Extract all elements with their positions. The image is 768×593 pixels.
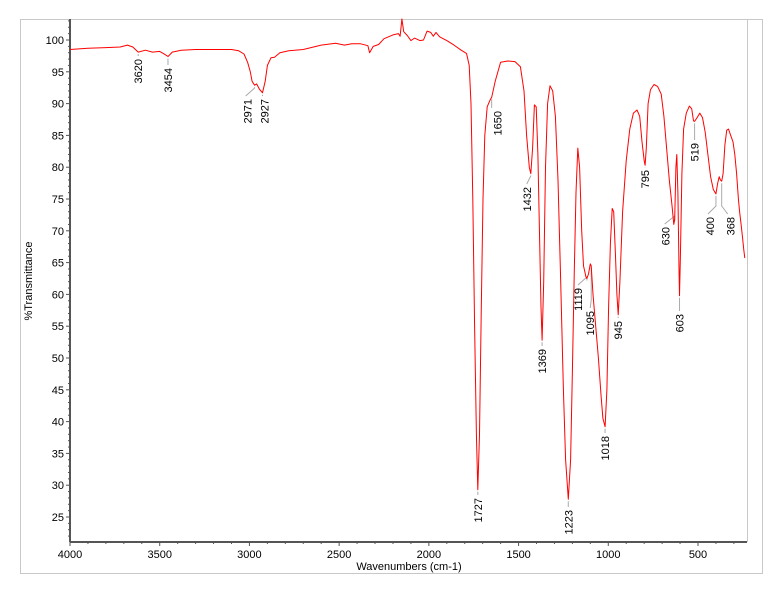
peak-leader-line — [245, 87, 256, 97]
y-tick-label: 70 — [52, 226, 64, 238]
y-tick-label: 55 — [52, 321, 64, 333]
y-tick-label: 45 — [52, 385, 64, 397]
peak-label: 603 — [675, 314, 687, 332]
spectrum-line — [69, 18, 746, 500]
y-tick-label: 30 — [52, 480, 64, 492]
x-tick-label: 1000 — [596, 549, 620, 561]
y-axis-title: %Transmittance — [23, 241, 35, 320]
peak-leader-line — [721, 183, 729, 215]
peak-label: 2927 — [260, 99, 272, 123]
peak-label: 1223 — [563, 510, 575, 534]
x-tick-label: 2500 — [327, 549, 351, 561]
y-tick-label: 95 — [52, 67, 64, 79]
x-tick-label: 500 — [689, 549, 707, 561]
peak-labels: 3620 3454 2971 2927 1650 1432 1369 1727 1223 1119… — [133, 59, 738, 534]
peak-leader-line — [707, 195, 717, 215]
y-tick-label: 75 — [52, 194, 64, 206]
x-tick-label: 2000 — [417, 549, 441, 561]
x-tick-label: 3500 — [147, 549, 171, 561]
y-tick-label: 100 — [46, 35, 64, 47]
peak-label: 519 — [690, 143, 702, 161]
outer-frame — [20, 19, 763, 574]
y-tick-label: 35 — [52, 448, 64, 460]
x-tick-label: 4000 — [58, 549, 82, 561]
y-tick-label: 65 — [52, 258, 64, 270]
y-tick-label: 50 — [52, 353, 64, 365]
x-tick-label: 3000 — [237, 549, 261, 561]
y-tick-label: 90 — [52, 99, 64, 111]
peak-label: 630 — [661, 227, 673, 245]
peak-label: 2971 — [243, 99, 255, 123]
peak-label: 1432 — [522, 187, 534, 211]
y-tick-label: 80 — [52, 162, 64, 174]
x-axis-title: Wavenumbers (cm-1) — [356, 561, 461, 573]
peak-label: 1095 — [585, 311, 597, 335]
y-axis: 25 30 35 40 45 50 55 60 65 70 75 80 85 90 95 100 — [46, 19, 71, 542]
peak-label: 1119 — [573, 288, 585, 311]
x-axis: 4000 3500 3000 2500 2000 1500 1000 500 — [58, 541, 747, 561]
y-tick-label: 60 — [52, 289, 64, 301]
peak-label: 3620 — [133, 59, 145, 83]
peak-label: 1650 — [493, 111, 505, 135]
peak-label: 1018 — [600, 436, 612, 460]
y-tick-label: 85 — [52, 130, 64, 142]
peak-leader-line — [589, 267, 592, 309]
peak-label: 795 — [640, 170, 652, 188]
peak-label: 945 — [613, 321, 625, 339]
y-tick-label: 40 — [52, 417, 64, 429]
peak-leader-line — [526, 175, 532, 185]
peak-label: 1727 — [473, 498, 485, 522]
peak-label: 400 — [705, 217, 717, 235]
peak-label: 3454 — [163, 68, 175, 92]
peak-label: 1369 — [537, 349, 549, 373]
peak-label: 368 — [726, 217, 738, 235]
y-tick-label: 25 — [52, 512, 64, 524]
x-tick-label: 1500 — [506, 549, 530, 561]
